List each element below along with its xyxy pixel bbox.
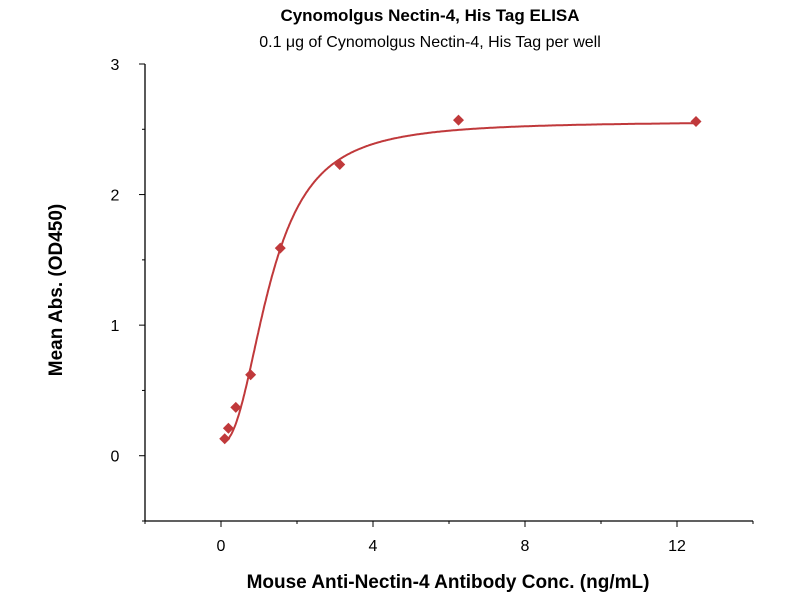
data-point	[245, 369, 257, 381]
x-tick-label: 12	[668, 538, 686, 555]
chart-title: Cynomolgus Nectin-4, His Tag ELISA	[280, 6, 579, 25]
x-axis-label: Mouse Anti-Nectin-4 Antibody Conc. (ng/m…	[247, 572, 650, 593]
data-point	[334, 159, 346, 171]
x-tick-label: 0	[217, 538, 226, 555]
y-tick-label: 0	[111, 449, 120, 466]
data-point	[230, 401, 242, 413]
x-tick-label: 4	[369, 538, 378, 555]
y-tick-label: 1	[111, 318, 120, 335]
y-tick-label: 2	[111, 188, 120, 205]
data-point	[219, 433, 231, 445]
data-point	[274, 242, 286, 254]
data-point	[453, 114, 464, 126]
chart-subtitle: 0.1 μg of Cynomolgus Nectin-4, His Tag p…	[259, 34, 601, 51]
y-axis-label: Mean Abs. (OD450)	[46, 204, 67, 376]
data-point	[690, 115, 702, 127]
fit-curve	[224, 122, 696, 443]
data-point	[222, 422, 234, 434]
y-tick-label: 3	[111, 57, 120, 74]
x-tick-label: 8	[521, 538, 530, 555]
